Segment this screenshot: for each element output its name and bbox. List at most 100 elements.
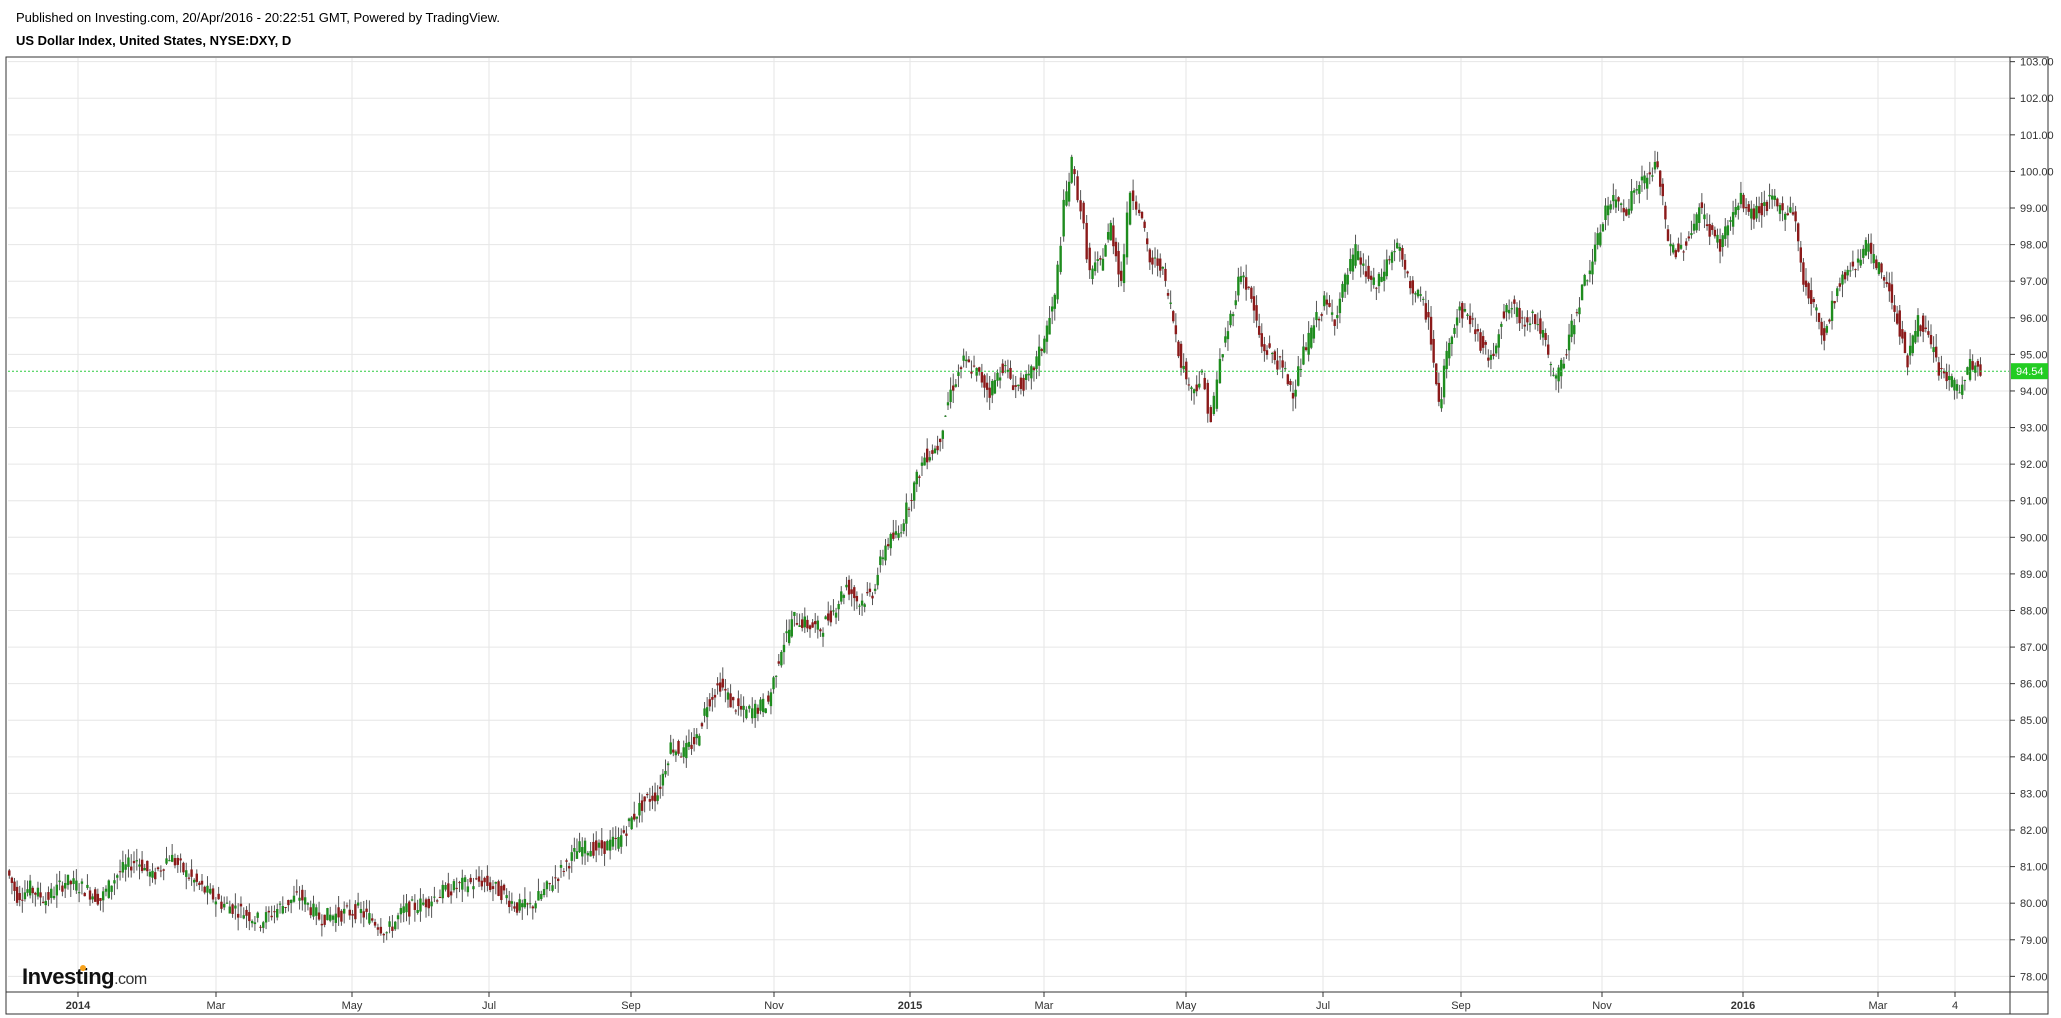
candle-down <box>259 926 262 928</box>
candle-up <box>1048 317 1051 335</box>
candle-down <box>1976 361 1980 367</box>
candle-down <box>140 859 144 872</box>
candle-down <box>1364 271 1368 277</box>
candle-up <box>494 881 497 884</box>
candle-down <box>565 860 568 862</box>
candle-up <box>915 471 918 485</box>
candle-up <box>682 747 685 757</box>
candle-up <box>782 644 786 653</box>
candle-up <box>1552 374 1555 376</box>
candle-up <box>292 895 296 902</box>
candle-up <box>1169 302 1172 304</box>
candle-up <box>1672 244 1675 253</box>
candle-up <box>1043 338 1046 353</box>
candle-up <box>1789 207 1792 213</box>
candle-up <box>1638 185 1641 194</box>
candle-down <box>554 877 557 879</box>
candle-down <box>182 862 185 873</box>
candle-up <box>703 708 706 716</box>
candle-down <box>1658 170 1662 187</box>
candle-down <box>245 909 248 916</box>
candle-up <box>399 908 403 915</box>
candle-down <box>187 877 191 879</box>
candle-up <box>1226 331 1230 340</box>
candle-up <box>1562 363 1566 369</box>
y-tick-label: 103.00 <box>2020 57 2054 69</box>
candle-up <box>36 887 40 897</box>
candle-down <box>1481 336 1485 348</box>
candle-down <box>567 866 571 869</box>
candle-up <box>1006 369 1010 373</box>
candle-down <box>640 800 644 811</box>
candle-up <box>1093 262 1097 272</box>
candle-up <box>303 897 307 905</box>
candle-up <box>225 902 229 904</box>
candle-up <box>1541 330 1545 338</box>
candle-down <box>531 906 534 909</box>
candle-down <box>1656 161 1659 168</box>
candle-up <box>1045 325 1049 342</box>
candle-up <box>298 897 301 901</box>
candle-down <box>679 756 683 758</box>
candle-down <box>435 900 439 902</box>
candle-down <box>1851 261 1855 267</box>
candle-down <box>853 587 856 599</box>
candle-down <box>96 893 100 905</box>
candle-down <box>39 892 42 898</box>
candle-up <box>581 847 584 857</box>
candle-up <box>214 901 218 905</box>
candle-down <box>1648 172 1651 175</box>
candle-up <box>894 531 898 535</box>
candle-up <box>331 915 335 920</box>
candle-up <box>26 889 29 893</box>
candles <box>8 150 1982 943</box>
candle-down <box>1747 204 1750 212</box>
candle-up <box>1377 273 1381 287</box>
candle-up <box>1416 289 1420 297</box>
candle-up <box>759 699 762 711</box>
candle-down <box>1172 311 1175 322</box>
candle-down <box>925 448 929 463</box>
candle-up <box>1536 324 1540 326</box>
candle-up <box>143 867 146 871</box>
candle-up <box>1966 367 1969 375</box>
candle-down <box>173 858 177 866</box>
candle-down <box>1534 314 1537 325</box>
candle-up <box>630 817 633 830</box>
candle-up <box>1643 175 1646 184</box>
candle-up <box>256 912 259 918</box>
candle-up <box>165 858 168 864</box>
candle-up <box>540 893 543 900</box>
candle-up <box>1198 383 1201 388</box>
candle-down <box>592 841 595 856</box>
candle-up <box>1035 356 1038 369</box>
candle-up <box>461 877 464 890</box>
candle-up <box>1614 199 1618 208</box>
candle-up <box>899 532 903 534</box>
candle-down <box>1040 349 1043 351</box>
candle-up <box>1489 354 1493 360</box>
x-tick-label: 4 <box>1952 1000 1958 1012</box>
candle-up <box>1463 309 1467 312</box>
candle-up <box>121 862 125 873</box>
candle-up <box>422 902 425 905</box>
candle-down <box>1971 361 1974 370</box>
candle-up <box>1958 392 1961 394</box>
candle-up <box>1338 298 1342 314</box>
candle-up <box>52 896 56 899</box>
candle-up <box>1726 225 1730 236</box>
candle-down <box>972 365 976 367</box>
candle-up <box>1297 366 1300 386</box>
candle-up <box>1450 336 1454 345</box>
y-tick-label: 87.00 <box>2020 642 2048 654</box>
y-tick-label: 79.00 <box>2020 935 2048 947</box>
candle-up <box>342 908 346 914</box>
candle-down <box>1369 275 1373 280</box>
candle-down <box>195 873 198 882</box>
candle-down <box>1760 203 1763 216</box>
candle-up <box>726 692 730 700</box>
chart-frame <box>5 56 2049 1015</box>
candle-up <box>1027 373 1030 376</box>
y-tick-label: 90.00 <box>2020 532 2048 544</box>
